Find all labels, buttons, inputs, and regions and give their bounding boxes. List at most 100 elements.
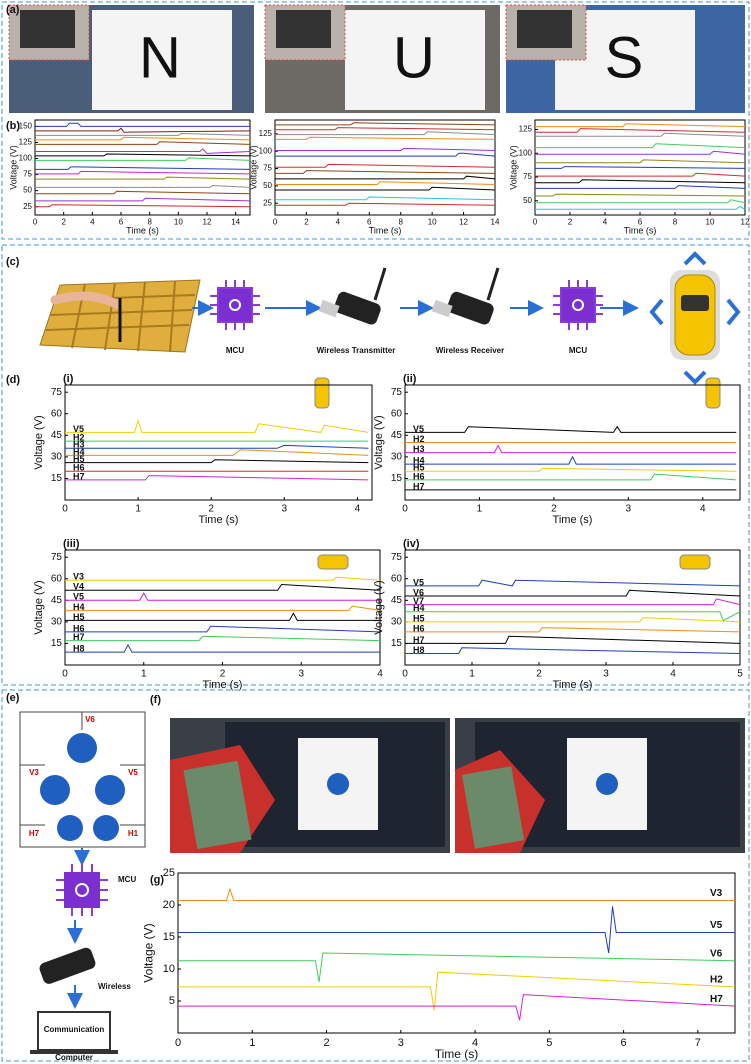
trace <box>35 148 251 154</box>
y-axis-label: Voltage (V) <box>509 145 519 190</box>
wireless-label: Wireless <box>98 982 131 991</box>
y-tick-label: 60 <box>391 408 403 419</box>
x-tick-label: 3 <box>603 669 609 680</box>
x-axis-label: Time (s) <box>203 679 243 691</box>
x-tick-label: 12 <box>741 217 750 226</box>
trace <box>275 122 496 126</box>
series-label: V7 <box>413 596 424 606</box>
y-tick-label: 60 <box>391 573 403 584</box>
trace <box>405 455 737 465</box>
series-label: H8 <box>73 643 85 653</box>
trace <box>178 952 736 982</box>
y-axis-label: Voltage (V) <box>33 415 45 469</box>
trace <box>405 467 737 472</box>
trace <box>35 136 251 141</box>
x-tick-label: 2 <box>551 504 557 515</box>
x-tick-label: 14 <box>491 217 500 226</box>
x-tick-label: 4 <box>670 669 676 680</box>
plot-frame <box>34 119 251 216</box>
series-label: V5 <box>413 577 424 587</box>
trace <box>275 147 496 151</box>
y-tick-label: 45 <box>391 430 403 441</box>
series-label: H7 <box>73 632 85 642</box>
y-tick-label: 125 <box>259 129 273 138</box>
x-tick-label: 12 <box>459 217 468 226</box>
trace <box>275 175 496 180</box>
y-tick-label: 75 <box>391 552 403 563</box>
trace <box>275 136 496 140</box>
step-label: MCU <box>226 346 244 355</box>
node-label: H7 <box>29 829 40 838</box>
trace <box>35 153 251 157</box>
y-tick-label: 15 <box>391 638 403 649</box>
trace <box>65 459 369 464</box>
x-tick-label: 2 <box>208 504 214 515</box>
trace <box>405 611 741 622</box>
trace <box>35 184 251 188</box>
y-axis-label: Voltage (V) <box>33 580 45 634</box>
trace <box>65 576 381 581</box>
x-tick-label: 2 <box>61 217 66 226</box>
plot-frame <box>64 384 373 501</box>
step-label: MCU <box>569 346 587 355</box>
y-tick-label: 100 <box>519 148 533 157</box>
x-tick-label: 0 <box>62 669 68 680</box>
mcu-label: MCU <box>118 875 136 884</box>
trace <box>35 170 251 175</box>
trace <box>535 123 746 128</box>
panel-label: (b) <box>6 120 20 132</box>
x-axis-label: Time (s) <box>553 679 593 691</box>
x-tick-label: 4 <box>377 669 383 680</box>
trace <box>405 579 741 587</box>
mcu-chip <box>210 280 603 330</box>
y-tick-label: 150 <box>19 122 33 131</box>
y-tick-label: 50 <box>263 181 272 190</box>
series-label: H6 <box>413 623 425 633</box>
trace <box>35 122 250 127</box>
x-tick-label: 3 <box>626 504 632 515</box>
series-label: H5 <box>413 463 425 473</box>
series-label: V6 <box>710 948 723 959</box>
trace <box>275 202 496 206</box>
y-tick-label: 45 <box>391 595 403 606</box>
y-tick-label: 10 <box>163 963 175 975</box>
trace <box>405 473 737 481</box>
y-tick-label: 60 <box>51 573 63 584</box>
series-label: H6 <box>73 463 85 473</box>
x-tick-label: 2 <box>323 1037 329 1049</box>
x-tick-label: 1 <box>469 669 475 680</box>
panel-label: (d) <box>6 374 20 386</box>
panel-label: (a) <box>6 4 20 16</box>
x-tick-label: 12 <box>203 217 212 226</box>
series-label: H4 <box>413 603 425 613</box>
frame <box>1 244 750 686</box>
x-tick-label: 2 <box>568 217 573 226</box>
series-label: H6 <box>413 471 425 481</box>
x-tick-label: 5 <box>737 669 743 680</box>
y-tick-label: 30 <box>51 452 63 463</box>
x-tick-label: 6 <box>638 217 643 226</box>
x-tick-label: 8 <box>147 217 152 226</box>
trace <box>35 190 251 195</box>
photo-f <box>170 718 745 853</box>
trace <box>535 166 746 169</box>
x-tick-label: 0 <box>402 504 408 515</box>
y-tick-label: 20 <box>163 899 175 911</box>
trace <box>35 127 251 133</box>
trace <box>65 449 369 456</box>
x-axis-label: Time (s) <box>199 514 239 526</box>
trace <box>65 643 380 653</box>
trace <box>178 971 736 1011</box>
x-axis-label: Time (s) <box>553 514 593 526</box>
trace <box>35 157 251 161</box>
trace <box>535 185 746 189</box>
trace <box>275 152 496 157</box>
trace <box>535 193 746 197</box>
x-tick-label: 0 <box>402 669 408 680</box>
series-label: H2 <box>710 975 723 986</box>
trace <box>35 132 251 136</box>
panel-label: (e) <box>6 692 20 704</box>
photo-a1: N <box>8 4 254 113</box>
trace <box>35 204 251 208</box>
